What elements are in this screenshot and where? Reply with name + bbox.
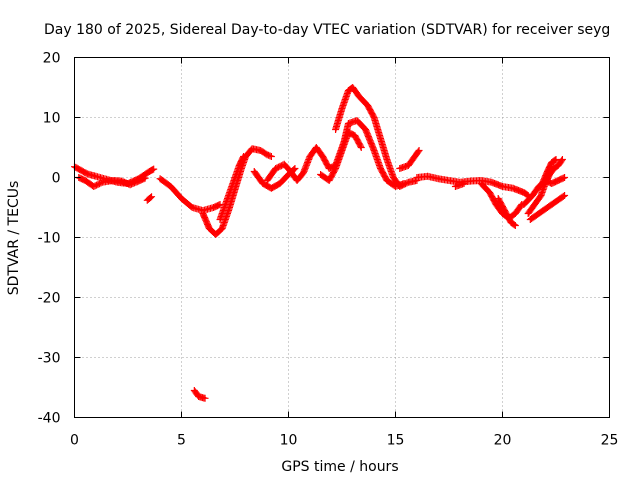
series-track-m (413, 172, 532, 199)
x-tick-label: 5 (177, 433, 186, 449)
x-axis-ticks: 0 5 10 15 20 25 (70, 57, 619, 449)
y-tick-label: 20 (43, 51, 61, 67)
y-axis-ticks: -40 -30 -20 -10 0 10 20 (38, 51, 610, 427)
series-track-f (216, 153, 248, 223)
data-point (150, 165, 158, 173)
series-track-d (156, 175, 224, 214)
series-track-n (451, 180, 468, 190)
x-tick-label: 0 (70, 433, 79, 449)
data-point (146, 194, 154, 202)
series-track-i (263, 117, 408, 190)
data-point (523, 191, 531, 199)
data-point (97, 179, 105, 187)
data-point (357, 144, 365, 151)
y-tick-label: -20 (38, 291, 61, 307)
data-point (558, 157, 566, 165)
data-point (239, 154, 247, 162)
data-point (460, 180, 468, 187)
series-track-h (250, 165, 299, 192)
y-tick-label: -40 (38, 411, 61, 427)
data-point (517, 202, 525, 210)
y-axis-label: SDTVAR / TECUs (6, 181, 22, 296)
series-track-l (396, 147, 423, 172)
data-points (71, 84, 569, 402)
data-point (561, 174, 569, 181)
data-point (559, 192, 567, 200)
data-point (291, 165, 299, 172)
y-tick-label: -30 (38, 351, 61, 367)
data-point (561, 192, 569, 199)
data-point (267, 153, 275, 160)
grid-lines (74, 57, 610, 418)
data-point (511, 222, 519, 229)
data-point (148, 193, 156, 201)
data-point (357, 142, 365, 150)
series-track-j (317, 129, 365, 184)
data-point (551, 156, 559, 164)
x-axis-label: GPS time / hours (281, 459, 398, 475)
series-track-s (526, 192, 569, 223)
y-tick-label: -10 (38, 231, 61, 247)
x-tick-label: 15 (387, 433, 405, 449)
data-point (414, 148, 422, 156)
series-track-e (199, 145, 275, 238)
x-tick-label: 25 (601, 433, 619, 449)
data-point (201, 394, 209, 402)
series-track-c (143, 193, 156, 204)
series-track-b (75, 174, 149, 190)
chart-title: Day 180 of 2025, Sidereal Day-to-day VTE… (44, 22, 610, 38)
data-point (558, 156, 566, 163)
y-tick-label: 10 (43, 111, 61, 127)
series-track-p (494, 195, 519, 229)
series-track-t (537, 156, 560, 190)
data-point (552, 156, 560, 163)
series-track-k (332, 84, 421, 190)
data-point (415, 147, 423, 154)
data-point (240, 153, 248, 160)
data-point (510, 221, 518, 229)
x-tick-label: 10 (280, 433, 298, 449)
x-tick-label: 20 (494, 433, 512, 449)
y-tick-label: 0 (52, 171, 61, 187)
series-track-g (190, 387, 209, 402)
data-point (141, 174, 149, 182)
